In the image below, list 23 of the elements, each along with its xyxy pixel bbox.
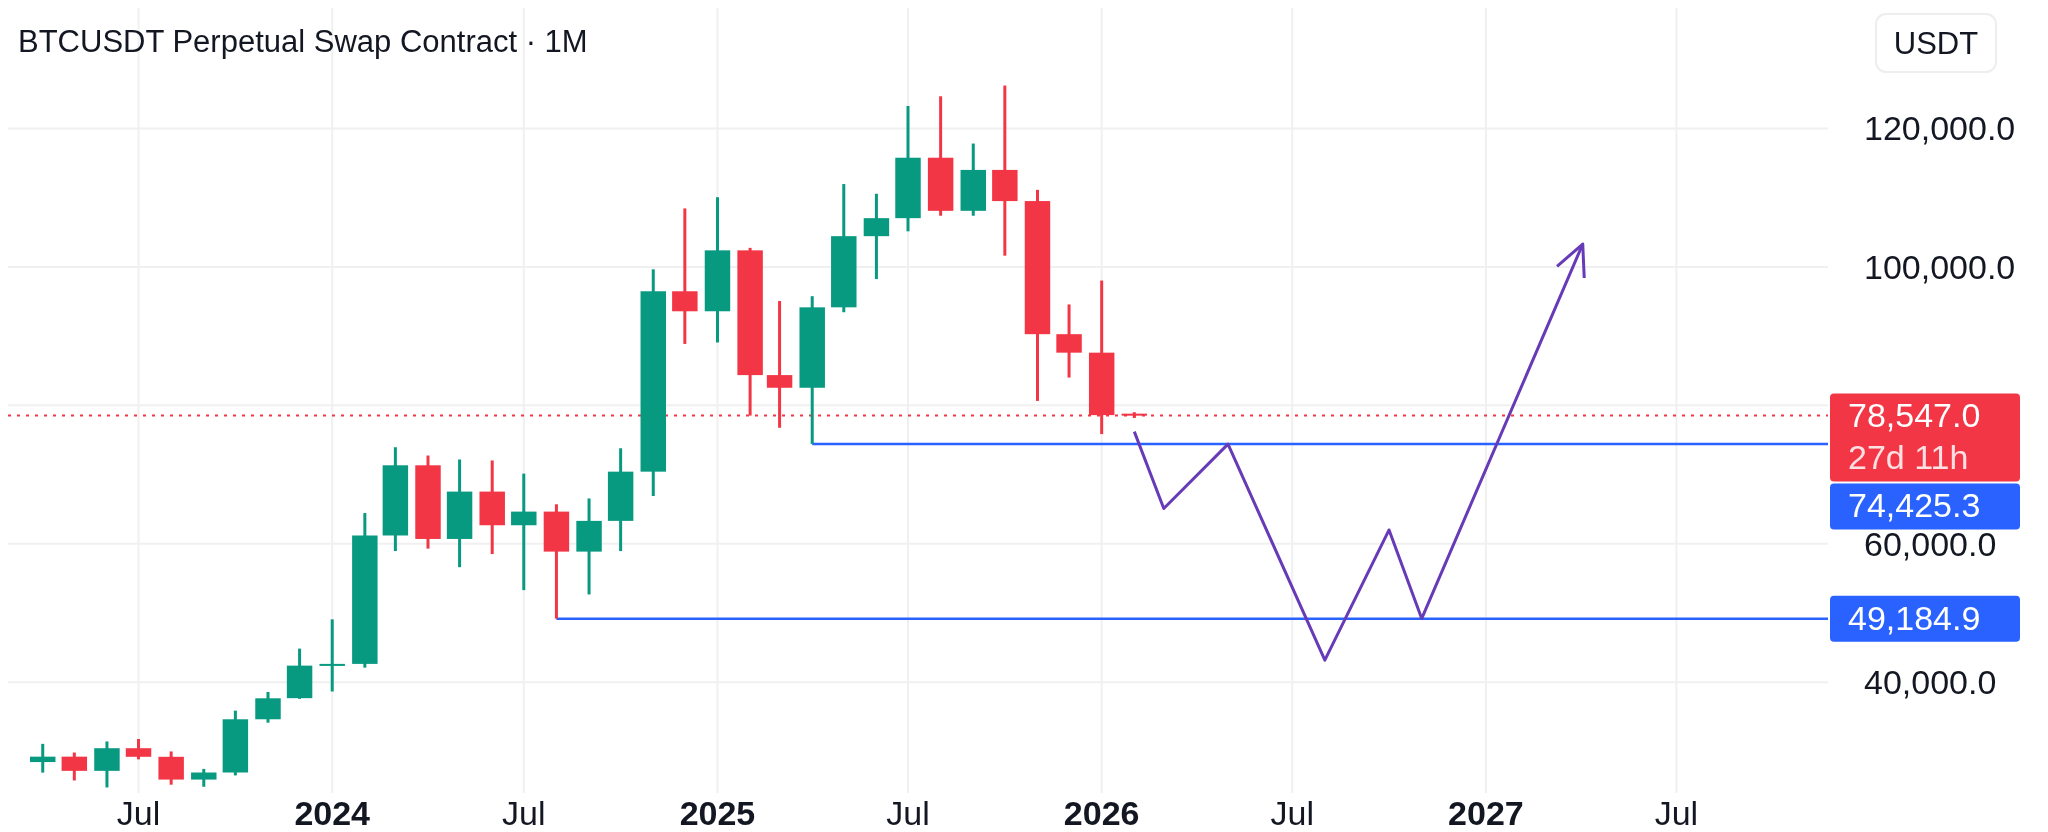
x-tick-label: 2027 [1448,794,1524,832]
y-tick-label: 120,000.0 [1864,109,2016,148]
ref-line-label: 78,547.0 [1848,396,1981,435]
text: BTCUSDT Perpetual Swap Contract · 1M [18,24,588,59]
y-axis-title: USDT [1893,26,1979,61]
y-tick-label: 100,000.0 [1864,247,2016,286]
data-label: 74,425.3 [1848,486,1981,525]
candlestick [30,742,56,773]
y-tick-label: 60,000.0 [1864,524,1997,563]
x-tick-label: Jul [116,794,161,832]
candlestick [319,619,345,692]
x-tick-label: 2024 [294,794,371,832]
x-tick-label: Jul [1270,794,1314,832]
candlestick [511,473,537,592]
x-tick-label: 2025 [679,794,756,832]
text: 27d 11h [1848,438,1969,477]
y-tick-label: 40,000.0 [1864,663,1997,702]
data-label: 49,184.9 [1848,598,1981,637]
x-tick-label: Jul [502,794,546,832]
x-tick-label: Jul [1654,794,1699,832]
x-tick-label: Jul [886,794,930,832]
x-tick-label: 2026 [1063,794,1140,832]
candlestick [672,208,698,344]
